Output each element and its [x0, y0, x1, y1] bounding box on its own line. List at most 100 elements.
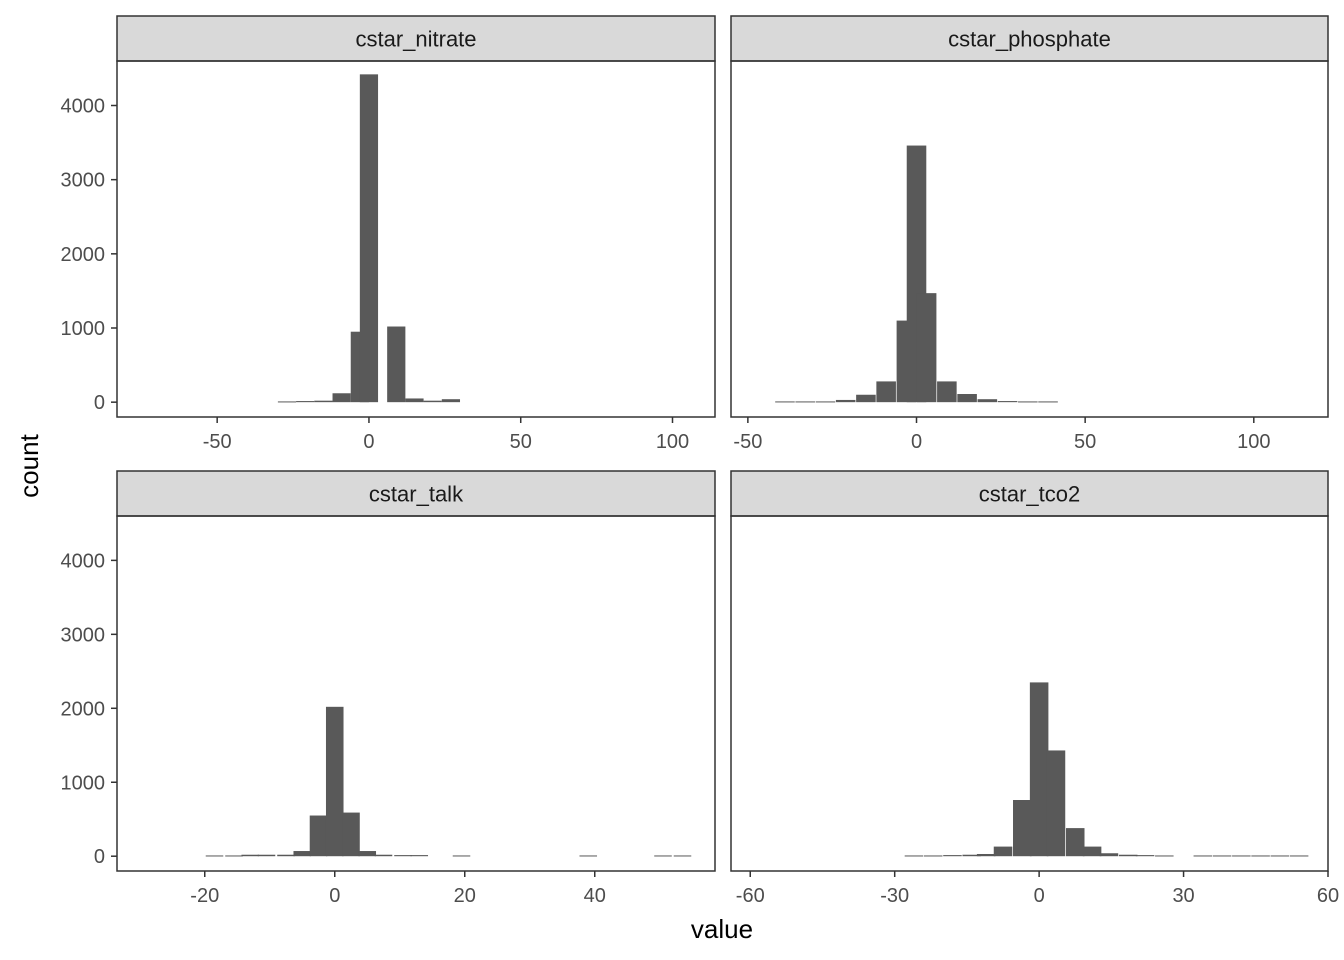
strip-cstar-phosphate	[730, 15, 1329, 62]
bar-cstar-phosphate-12	[997, 401, 1018, 403]
panel-border-cstar-nitrate	[116, 60, 716, 418]
bar-cstar-phosphate-2	[815, 401, 836, 403]
y-tick-label-cstar-talk-3000: 3000	[61, 624, 106, 646]
bar-cstar-phosphate-13	[1018, 401, 1038, 403]
bar-cstar-phosphate-5	[876, 381, 896, 403]
bar-cstar-phosphate-8	[916, 293, 937, 403]
bar-cstar-phosphate-0	[775, 401, 795, 403]
x-tick-label-cstar-nitrate-50: 50	[510, 431, 532, 453]
bar-cstar-nitrate-3	[332, 393, 351, 403]
bar-cstar-nitrate-0	[277, 401, 297, 403]
bar-cstar-phosphate-3	[835, 399, 856, 403]
strip-title-cstar-talk: cstar_talk	[369, 482, 464, 507]
x-tick-label-cstar-phosphate-100: 100	[1237, 431, 1270, 453]
bar-cstar-tco2-10	[1082, 846, 1102, 857]
x-tick-label-cstar-tco2-0: 0	[1034, 885, 1045, 907]
bar-cstar-tco2-8	[1046, 750, 1066, 857]
bar-cstar-tco2-16	[1212, 855, 1232, 857]
y-tick-label-cstar-talk-4000: 4000	[61, 550, 106, 572]
panel-border-cstar-phosphate	[730, 60, 1329, 418]
bar-cstar-talk-1	[225, 855, 243, 857]
bar-cstar-talk-14	[579, 855, 598, 857]
bar-cstar-nitrate-6	[387, 326, 406, 403]
bar-cstar-phosphate-10	[957, 394, 977, 403]
x-tick-label-cstar-tco2--30: -30	[880, 885, 909, 907]
bar-cstar-talk-6	[309, 815, 328, 857]
y-tick-label-cstar-talk-0: 0	[94, 846, 105, 868]
x-tick-label-cstar-nitrate-0: 0	[363, 431, 374, 453]
strip-title-cstar-phosphate: cstar_phosphate	[948, 27, 1111, 52]
bar-cstar-talk-12	[410, 855, 429, 857]
bar-cstar-tco2-20	[1289, 855, 1309, 857]
bar-cstar-tco2-4	[976, 853, 996, 857]
bar-cstar-talk-15	[654, 855, 672, 857]
x-tick-label-cstar-talk-20: 20	[454, 885, 476, 907]
bar-cstar-talk-8	[342, 812, 360, 857]
y-tick-label-cstar-nitrate-1000: 1000	[61, 318, 106, 340]
bar-cstar-talk-10	[374, 854, 393, 857]
x-tick-label-cstar-nitrate-100: 100	[656, 431, 689, 453]
bar-cstar-talk-0	[205, 855, 224, 857]
bar-cstar-tco2-6	[1013, 800, 1032, 857]
bar-cstar-nitrate-1	[296, 401, 315, 403]
y-axis-title: count	[14, 433, 44, 497]
bar-cstar-tco2-13	[1135, 855, 1155, 857]
x-tick-label-cstar-tco2--60: -60	[736, 885, 765, 907]
x-tick-label-cstar-tco2-30: 30	[1172, 885, 1194, 907]
x-tick-label-cstar-talk--20: -20	[190, 885, 219, 907]
panel-cstar-talk	[117, 516, 715, 871]
y-tick-label-cstar-talk-2000: 2000	[61, 698, 106, 720]
strip-title-cstar-nitrate: cstar_nitrate	[355, 27, 476, 52]
bar-cstar-tco2-12	[1118, 854, 1138, 857]
bar-cstar-talk-7	[325, 706, 344, 857]
x-tick-label-cstar-talk-0: 0	[329, 885, 340, 907]
y-tick-label-cstar-talk-1000: 1000	[61, 772, 106, 794]
x-tick-label-cstar-talk-40: 40	[584, 885, 606, 907]
bar-cstar-nitrate-9	[441, 399, 461, 403]
bar-cstar-tco2-14	[1155, 855, 1174, 857]
bar-cstar-tco2-0	[904, 855, 924, 857]
y-tick-label-cstar-nitrate-2000: 2000	[61, 244, 106, 266]
panel-border-cstar-talk	[116, 515, 716, 872]
bar-cstar-tco2-2	[943, 855, 962, 857]
bar-cstar-phosphate-1	[795, 401, 815, 403]
x-tick-label-cstar-phosphate--50: -50	[733, 431, 762, 453]
bar-cstar-tco2-7	[1029, 682, 1049, 857]
bar-cstar-phosphate-9	[937, 381, 957, 403]
bar-cstar-phosphate-14	[1038, 401, 1058, 403]
bar-cstar-nitrate-5	[359, 74, 379, 403]
panel-cstar-nitrate	[117, 61, 715, 417]
bar-cstar-tco2-18	[1251, 855, 1270, 857]
bar-cstar-phosphate-11	[977, 399, 998, 403]
bar-cstar-tco2-5	[993, 846, 1013, 857]
strip-title-cstar-tco2: cstar_tco2	[979, 482, 1081, 507]
bar-cstar-tco2-3	[962, 854, 981, 857]
x-tick-label-cstar-tco2-60: 60	[1317, 885, 1339, 907]
x-tick-label-cstar-nitrate--50: -50	[203, 431, 232, 453]
x-tick-label-cstar-phosphate-0: 0	[911, 431, 922, 453]
bar-cstar-talk-13	[452, 855, 471, 857]
bar-cstar-nitrate-7	[405, 398, 424, 403]
bar-cstar-talk-3	[257, 854, 276, 857]
strip-cstar-tco2	[730, 470, 1329, 517]
bar-cstar-tco2-9	[1065, 828, 1085, 857]
bar-cstar-talk-9	[358, 851, 377, 857]
bar-cstar-nitrate-2	[314, 400, 333, 403]
bar-cstar-talk-5	[293, 851, 312, 857]
bar-cstar-tco2-17	[1232, 855, 1251, 857]
bar-cstar-phosphate-4	[856, 394, 876, 403]
bar-cstar-tco2-1	[923, 855, 943, 857]
bar-cstar-tco2-11	[1099, 853, 1119, 857]
panel-border-cstar-tco2	[730, 515, 1329, 872]
bar-cstar-talk-2	[241, 854, 260, 857]
bar-cstar-nitrate-8	[423, 400, 442, 403]
bar-cstar-tco2-19	[1270, 855, 1290, 857]
x-tick-label-cstar-phosphate-50: 50	[1074, 431, 1096, 453]
panel-cstar-phosphate	[731, 61, 1328, 417]
x-axis-title: value	[691, 914, 753, 944]
y-tick-label-cstar-nitrate-3000: 3000	[61, 170, 106, 192]
y-tick-label-cstar-nitrate-4000: 4000	[61, 96, 106, 118]
bar-cstar-talk-11	[394, 855, 412, 857]
strip-cstar-nitrate	[116, 15, 716, 62]
